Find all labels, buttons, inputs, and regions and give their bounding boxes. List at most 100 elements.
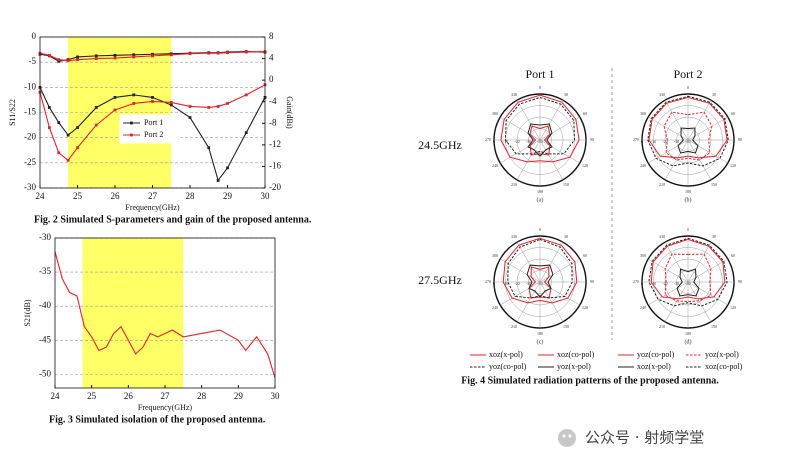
x-axis-label: Frequency(GHz) [138,403,193,412]
angle-label: 300 [640,111,646,116]
angle-label: 60 [731,111,735,116]
polar-spoke [687,258,728,283]
y-tick-label: -15 [24,107,36,117]
marker [66,158,70,162]
marker [66,59,70,63]
row-title: 24.5GHz [418,138,462,152]
angle-label: 270 [485,279,491,284]
pattern-line [527,123,553,157]
angle-label: 180 [537,331,543,336]
marker [132,53,136,57]
legend-label: xoz(co-pol) [557,350,595,359]
marker [151,100,154,103]
angle-label: 0 [687,227,689,232]
angle-label: 240 [640,163,646,168]
polar-spoke [539,281,580,306]
plot-frame [54,237,276,389]
y2-tick-label: -16 [269,160,281,170]
pattern-line [504,96,576,155]
angle-label: 120 [730,305,736,310]
angle-label: 90 [590,279,594,284]
subplot-label: (c) [537,338,544,345]
angle-label: 210 [511,324,517,329]
r-tick-label: -30 [674,281,679,286]
marker [207,51,211,55]
polar-spoke [539,100,564,141]
series-line [39,84,266,162]
marker [216,105,220,108]
angle-label: 180 [685,189,691,194]
x-tick-label: 24 [51,391,61,401]
legend-label: Port 1 [144,118,163,127]
marker [151,96,154,99]
marker [57,59,61,63]
polar-spoke [516,242,541,283]
y-tick-label: -40 [39,300,51,310]
marker [132,93,136,97]
marker [216,179,220,182]
legend-label: yoz(co-pol) [637,350,675,359]
polar-spoke [500,116,541,141]
chart-caption: Fig. 3 Simulated isolation of the propos… [49,414,266,425]
angle-label: 90 [738,279,742,284]
marker [169,101,173,104]
r-tick-label: -10 [503,281,508,286]
chart-caption: Fig. 2 Simulated S-parameters and gain o… [34,214,312,225]
y-tick-label: -20 [24,132,36,142]
marker [113,108,117,112]
angle-label: 300 [492,111,498,116]
polar-spoke [664,242,689,283]
angle-label: 60 [731,253,735,258]
angle-label: 150 [563,324,569,329]
y2-axis-label: Gain(dBi) [285,96,294,129]
marker [151,54,154,58]
legend-marker [130,121,133,125]
angle-label: 270 [485,137,491,142]
y-tick-label: -30 [24,182,36,192]
watermark: 公众号 · 射频学堂 [585,429,704,447]
r-tick-label: -20 [514,139,519,144]
angle-label: 330 [511,234,517,239]
polar-spoke [539,139,580,164]
angle-label: 60 [583,253,587,258]
series-line [39,87,266,182]
angle-label: 30 [564,92,568,97]
polar-spoke [516,100,541,141]
marker [47,126,51,129]
angle-label: 270 [633,279,639,284]
legend-label: yoz(co-pol) [489,362,527,371]
angle-label: 240 [492,305,498,310]
angle-label: 150 [711,182,717,187]
marker [188,116,192,119]
r-tick-label: -10 [503,139,508,144]
legend-box [119,114,181,144]
watermark-icon [558,429,576,447]
polar-spoke [539,281,564,322]
x-tick-label: 25 [87,391,97,401]
y-tick-label: -5 [29,56,37,66]
polar-spoke [687,139,712,180]
x-axis-label: Frequency(GHz) [125,203,180,212]
polar-spoke [664,100,689,141]
x-tick-label: 24 [36,191,46,201]
angle-label: 210 [659,182,665,187]
r-tick-label: -10 [651,281,656,286]
polar-spoke [648,258,689,283]
series-line [39,51,266,62]
angle-label: 270 [633,137,639,142]
marker [226,51,229,55]
angle-label: 120 [582,163,588,168]
r-tick-label: 0 [493,139,495,144]
polar-spoke [539,116,580,141]
y2-tick-label: -12 [269,139,281,149]
x-tick-label: 30 [271,391,281,401]
row-title: 27.5GHz [418,273,462,287]
marker [113,56,117,60]
r-tick-label: -20 [662,281,667,286]
y-tick-label: -30 [39,232,51,242]
angle-label: 300 [640,253,646,258]
subplot-label: (a) [537,196,544,203]
marker [113,53,117,57]
y-tick-label: 0 [32,31,37,41]
